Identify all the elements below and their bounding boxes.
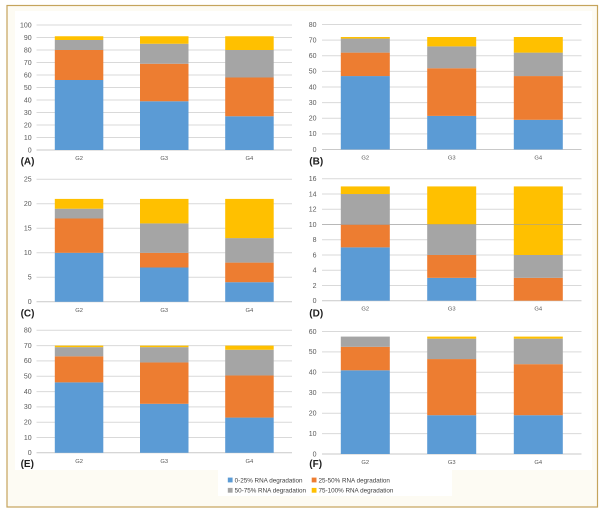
svg-text:G3: G3 <box>160 308 168 314</box>
svg-text:100: 100 <box>20 22 32 29</box>
svg-text:0: 0 <box>313 451 317 458</box>
svg-text:50: 50 <box>309 69 317 76</box>
svg-text:2: 2 <box>313 283 317 290</box>
svg-text:90: 90 <box>24 35 32 42</box>
svg-text:(D): (D) <box>309 309 323 320</box>
svg-text:G4: G4 <box>534 460 543 466</box>
svg-text:80: 80 <box>24 328 32 335</box>
svg-text:50: 50 <box>24 374 32 381</box>
svg-text:G4: G4 <box>246 308 255 314</box>
svg-text:4: 4 <box>313 268 317 275</box>
svg-text:G3: G3 <box>160 156 168 162</box>
svg-text:(E): (E) <box>21 459 34 470</box>
svg-text:60: 60 <box>24 72 32 79</box>
svg-text:60: 60 <box>309 53 317 60</box>
svg-text:75-100% RNA degradation: 75-100% RNA degradation <box>319 488 394 495</box>
svg-text:G3: G3 <box>448 307 456 313</box>
svg-text:G4: G4 <box>534 307 543 313</box>
svg-text:30: 30 <box>24 110 32 117</box>
svg-text:12: 12 <box>309 207 317 214</box>
svg-text:0: 0 <box>28 299 32 306</box>
svg-text:20: 20 <box>309 116 317 123</box>
svg-text:50: 50 <box>309 349 317 356</box>
svg-text:8: 8 <box>313 237 317 244</box>
svg-text:G2: G2 <box>361 460 369 466</box>
svg-text:0: 0 <box>313 147 317 154</box>
svg-text:G4: G4 <box>534 156 543 162</box>
svg-text:G3: G3 <box>160 459 168 465</box>
svg-text:G4: G4 <box>246 156 255 162</box>
svg-text:50-75% RNA degradation: 50-75% RNA degradation <box>235 488 307 495</box>
svg-text:0-25% RNA degradation: 0-25% RNA degradation <box>235 477 303 484</box>
svg-text:40: 40 <box>309 84 317 91</box>
svg-text:0: 0 <box>313 298 317 305</box>
svg-text:70: 70 <box>24 60 32 67</box>
svg-text:10: 10 <box>24 435 32 442</box>
svg-text:80: 80 <box>24 47 32 54</box>
svg-text:(C): (C) <box>21 309 35 320</box>
svg-text:60: 60 <box>309 329 317 336</box>
svg-text:10: 10 <box>309 222 317 229</box>
svg-text:30: 30 <box>24 404 32 411</box>
svg-text:(A): (A) <box>21 157 35 168</box>
svg-text:0: 0 <box>28 450 32 457</box>
svg-text:20: 20 <box>24 201 32 208</box>
svg-text:16: 16 <box>309 176 317 183</box>
svg-text:G3: G3 <box>448 460 456 466</box>
svg-text:20: 20 <box>309 411 317 418</box>
svg-text:(F): (F) <box>309 459 322 470</box>
svg-text:15: 15 <box>24 226 32 233</box>
svg-text:80: 80 <box>309 22 317 29</box>
svg-text:14: 14 <box>309 191 317 198</box>
svg-text:0: 0 <box>28 147 32 154</box>
svg-text:(B): (B) <box>309 157 323 168</box>
svg-text:10: 10 <box>309 131 317 138</box>
svg-text:10: 10 <box>24 250 32 257</box>
svg-text:5: 5 <box>28 275 32 282</box>
svg-text:25: 25 <box>24 177 32 184</box>
svg-text:30: 30 <box>309 100 317 107</box>
svg-text:60: 60 <box>24 358 32 365</box>
svg-text:30: 30 <box>309 390 317 397</box>
svg-text:G2: G2 <box>361 307 369 313</box>
svg-text:G2: G2 <box>361 156 369 162</box>
svg-text:70: 70 <box>309 37 317 44</box>
svg-text:10: 10 <box>309 431 317 438</box>
svg-text:G2: G2 <box>75 156 83 162</box>
svg-text:70: 70 <box>24 343 32 350</box>
svg-text:40: 40 <box>24 97 32 104</box>
svg-text:50: 50 <box>24 85 32 92</box>
svg-text:G2: G2 <box>75 459 83 465</box>
svg-text:6: 6 <box>313 252 317 259</box>
svg-text:G3: G3 <box>448 156 456 162</box>
svg-text:G4: G4 <box>246 459 255 465</box>
svg-text:25-50% RNA degradation: 25-50% RNA degradation <box>319 477 391 484</box>
svg-text:10: 10 <box>24 135 32 142</box>
svg-text:20: 20 <box>24 122 32 129</box>
svg-text:40: 40 <box>309 370 317 377</box>
svg-text:G2: G2 <box>75 308 83 314</box>
svg-text:20: 20 <box>24 420 32 427</box>
svg-text:40: 40 <box>24 389 32 396</box>
